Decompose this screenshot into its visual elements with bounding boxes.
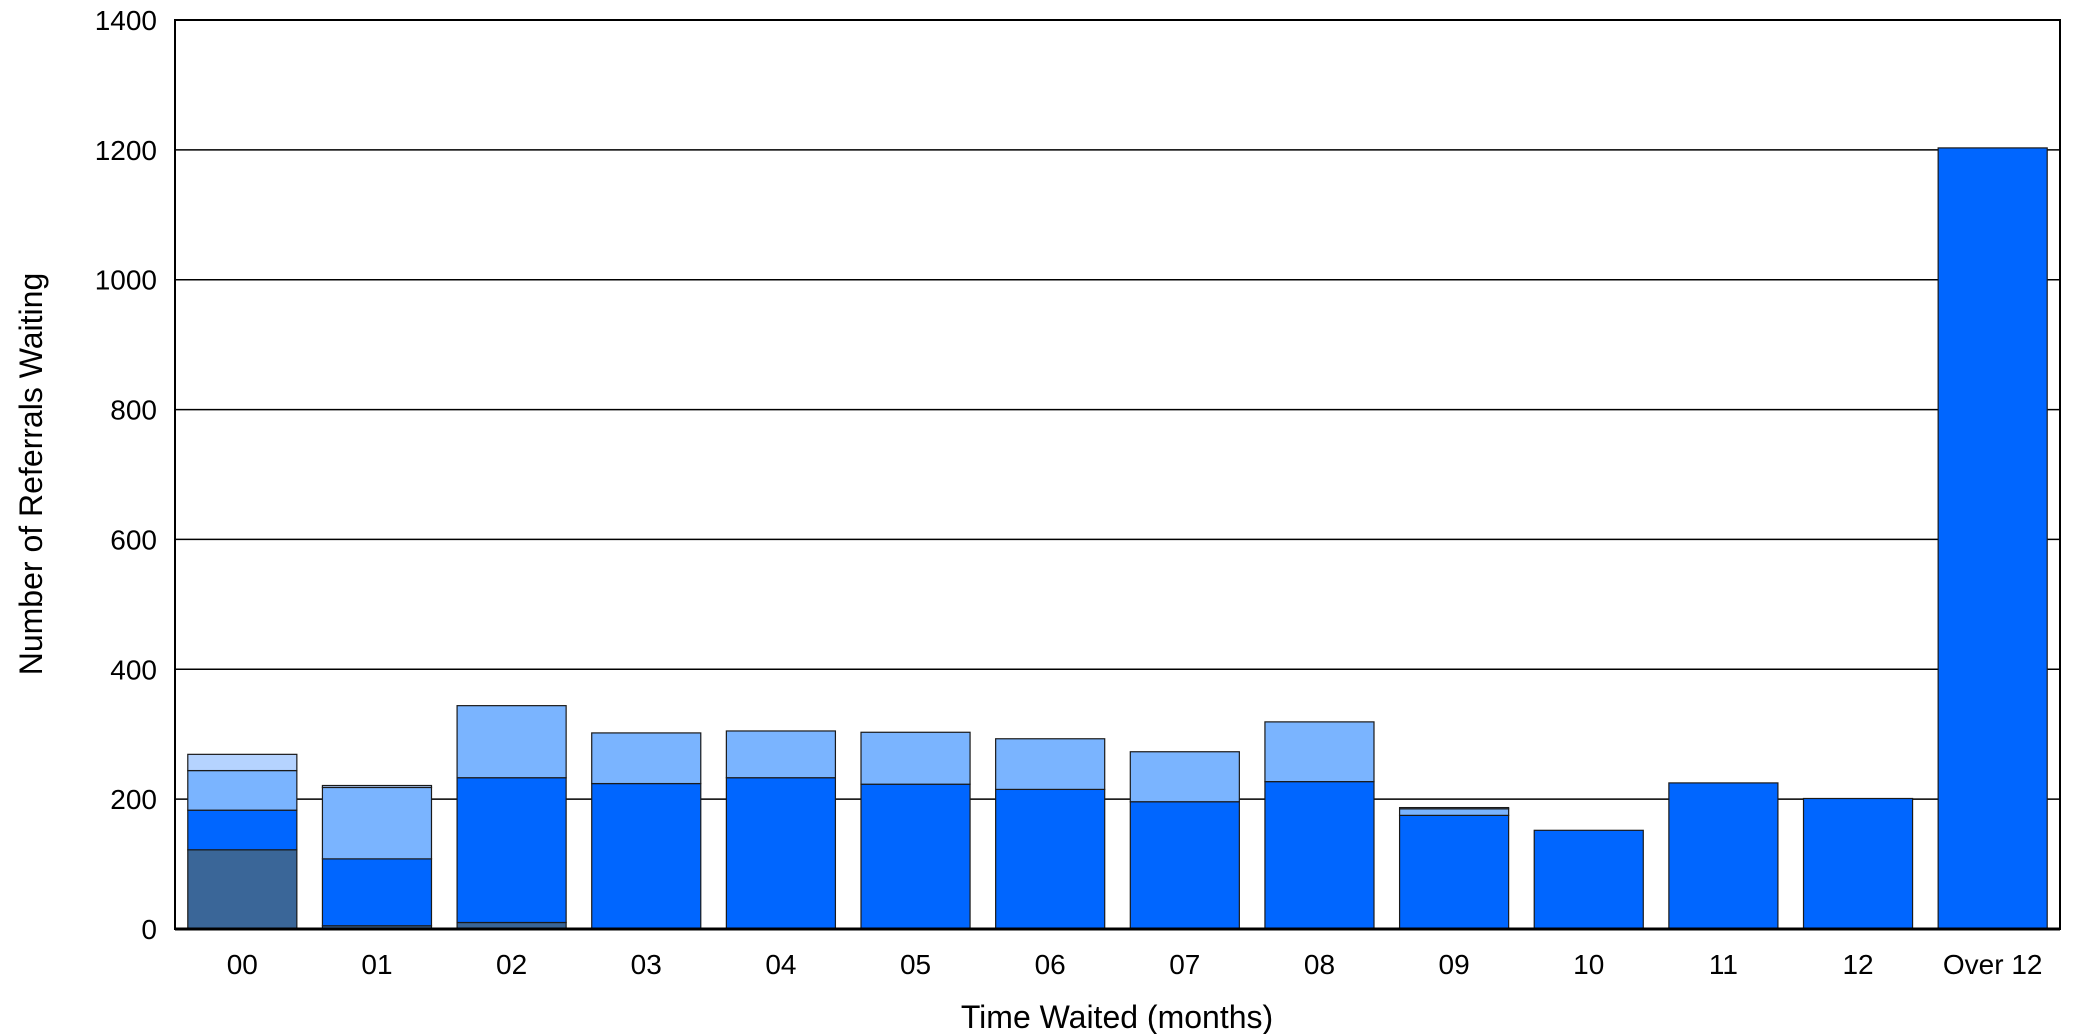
bar-segment	[1937, 147, 2048, 930]
y-axis-title: Number of Referrals Waiting	[13, 273, 49, 676]
bar-segment	[1129, 751, 1240, 803]
bar-segment	[321, 786, 433, 860]
bar-segment	[1398, 814, 1510, 930]
bar-segment	[1398, 808, 1510, 816]
x-tick-label: 06	[1035, 949, 1066, 980]
bar-segment	[995, 788, 1106, 930]
y-tick-label: 400	[110, 654, 157, 685]
x-tick-label: 02	[496, 949, 527, 980]
y-tick-labels: 0 200 400 600 800 1000 1200 1400	[95, 5, 157, 945]
bar-segment	[860, 731, 971, 785]
y-tick-label: 1400	[95, 5, 157, 36]
y-tick-label: 800	[110, 395, 157, 426]
x-tick-label: 07	[1169, 949, 1200, 980]
x-tick-label: 09	[1439, 949, 1470, 980]
bar-segment	[1802, 797, 1914, 930]
x-tick-label: Over 12	[1943, 949, 2043, 980]
x-tick-label: 03	[631, 949, 662, 980]
x-tick-label: 05	[900, 949, 931, 980]
bar-segment	[456, 777, 567, 924]
bars	[187, 147, 2048, 930]
x-tick-label: 00	[227, 949, 258, 980]
bar-segment	[591, 732, 702, 785]
bar-segment	[187, 809, 298, 851]
bar-segment	[456, 705, 567, 779]
bar-segment	[725, 730, 837, 779]
axes	[174, 19, 2061, 931]
bar-segment	[725, 777, 837, 930]
bar-segment	[187, 849, 298, 930]
bar-segment	[1264, 721, 1375, 783]
y-tick-label: 200	[110, 784, 157, 815]
x-tick-label: 10	[1573, 949, 1604, 980]
x-tick-label: 12	[1842, 949, 1873, 980]
x-tick-label: 08	[1304, 949, 1335, 980]
bar-segment	[1264, 781, 1375, 930]
x-tick-labels: 00 01 02 03 04 05 06 07 08 09 10 11 12 Over 12	[227, 949, 2043, 980]
y-tick-label: 1200	[95, 135, 157, 166]
y-tick-label: 0	[141, 914, 157, 945]
y-tick-label: 600	[110, 524, 157, 555]
bar-segment	[1129, 801, 1240, 930]
bar-segment	[1398, 806, 1510, 810]
bar-segment	[187, 753, 298, 772]
bar-segment	[591, 782, 702, 930]
gridlines	[175, 149, 2060, 800]
x-tick-label: 04	[765, 949, 796, 980]
bar-segment	[860, 783, 971, 930]
bar-segment	[321, 784, 433, 789]
bar-segment	[321, 858, 433, 927]
bar-segment	[1668, 782, 1779, 930]
x-tick-label: 11	[1709, 949, 1738, 980]
y-tick-label: 1000	[95, 265, 157, 296]
bar-segment	[1533, 829, 1644, 930]
bar-segment	[187, 769, 298, 811]
bar-segment	[995, 738, 1106, 791]
x-tick-label: 01	[361, 949, 392, 980]
x-axis-title: Time Waited (months)	[961, 999, 1273, 1034]
